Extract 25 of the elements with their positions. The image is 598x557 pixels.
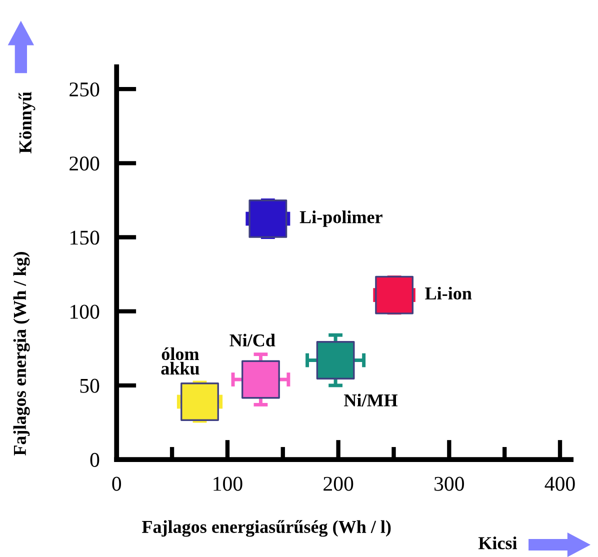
x-axis-title: Fajlagos energiasűrűség (Wh / l) xyxy=(142,520,391,537)
point xyxy=(375,276,414,314)
y-tick-label: 200 xyxy=(70,156,100,171)
y-tick-label: 150 xyxy=(70,230,100,245)
y-tick-label: 250 xyxy=(70,82,100,96)
series-label: Li-polimer xyxy=(300,210,382,227)
point xyxy=(248,200,288,238)
x-tick-label: 100 xyxy=(214,476,242,491)
text: Kicsi xyxy=(478,536,518,550)
point xyxy=(242,360,280,399)
x-tick-label: 300 xyxy=(434,476,464,491)
series-label: Ni/Cd xyxy=(230,334,276,346)
y-tick-label: 100 xyxy=(70,304,100,319)
text: Könnyű xyxy=(18,92,36,154)
x-tick-label: 400 xyxy=(544,476,575,491)
series-label: Ni/MH xyxy=(344,394,398,406)
series-label: Li-ion xyxy=(425,286,472,300)
x-tick-label: 200 xyxy=(324,476,354,491)
point xyxy=(180,382,219,421)
x-tick-label: 0 xyxy=(112,476,122,491)
y-tick-label: 0 xyxy=(90,452,100,467)
y-tick-label: 50 xyxy=(80,378,100,393)
y-axis-title: Fajlagos energia (Wh / kg) xyxy=(13,252,30,456)
series-label: ólom akku xyxy=(161,347,200,375)
point xyxy=(316,341,355,380)
